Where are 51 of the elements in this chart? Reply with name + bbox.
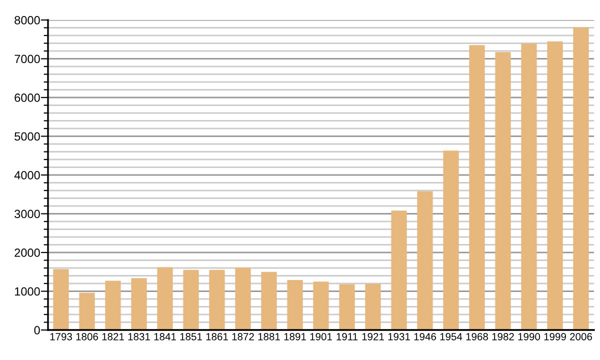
bar xyxy=(261,272,277,330)
bar xyxy=(131,278,147,330)
bar xyxy=(105,280,121,330)
bar xyxy=(417,191,433,330)
y-tick-label: 8000 xyxy=(14,16,40,24)
bar xyxy=(53,269,69,330)
x-tick-label: 1891 xyxy=(284,333,306,340)
x-tick-label: 1806 xyxy=(76,333,98,340)
x-tick-label: 1946 xyxy=(414,333,436,340)
bar xyxy=(443,150,459,330)
y-tick-label: 4000 xyxy=(14,171,40,180)
x-tick-label: 1999 xyxy=(544,333,566,340)
x-tick-label: 1872 xyxy=(232,333,254,340)
bar xyxy=(287,280,303,330)
x-tick-label: 1990 xyxy=(518,333,540,340)
x-tick-label: 1921 xyxy=(362,333,384,340)
x-tick-label: 1881 xyxy=(258,333,280,340)
y-tick-label: 6000 xyxy=(14,94,40,102)
x-tick-label: 1831 xyxy=(128,333,150,340)
x-tick-label: 1821 xyxy=(102,333,124,340)
y-tick-label: 7000 xyxy=(14,54,40,64)
x-tick-label: 1901 xyxy=(310,333,332,340)
x-tick-label: 1911 xyxy=(336,333,358,340)
x-tick-label: 1861 xyxy=(206,333,228,340)
y-tick-label: 2000 xyxy=(14,248,40,257)
bar xyxy=(79,292,95,330)
bar xyxy=(183,270,199,330)
y-tick-label: 3000 xyxy=(14,210,40,218)
bar xyxy=(469,45,485,330)
x-tick-label: 1931 xyxy=(388,333,410,340)
bar xyxy=(365,284,381,330)
bar xyxy=(235,268,251,330)
bar xyxy=(157,267,173,330)
bar xyxy=(547,41,563,330)
x-tick-label: 1793 xyxy=(50,333,72,340)
y-tick-label: 0 xyxy=(34,326,40,334)
bar xyxy=(313,282,329,330)
x-tick-label: 2006 xyxy=(570,333,592,340)
y-tick-label: 1000 xyxy=(15,287,40,296)
x-tick-label: 1841 xyxy=(154,333,176,340)
y-tick-label: 5000 xyxy=(14,132,40,141)
bar xyxy=(573,27,589,330)
bar xyxy=(209,270,225,330)
bar xyxy=(521,44,537,330)
bar xyxy=(391,210,407,330)
x-tick-label: 1968 xyxy=(466,333,488,340)
x-tick-label: 1851 xyxy=(180,333,202,340)
x-tick-label: 1954 xyxy=(440,333,462,340)
bar xyxy=(339,284,355,330)
x-tick-label: 1982 xyxy=(492,333,514,340)
bar xyxy=(495,52,511,330)
